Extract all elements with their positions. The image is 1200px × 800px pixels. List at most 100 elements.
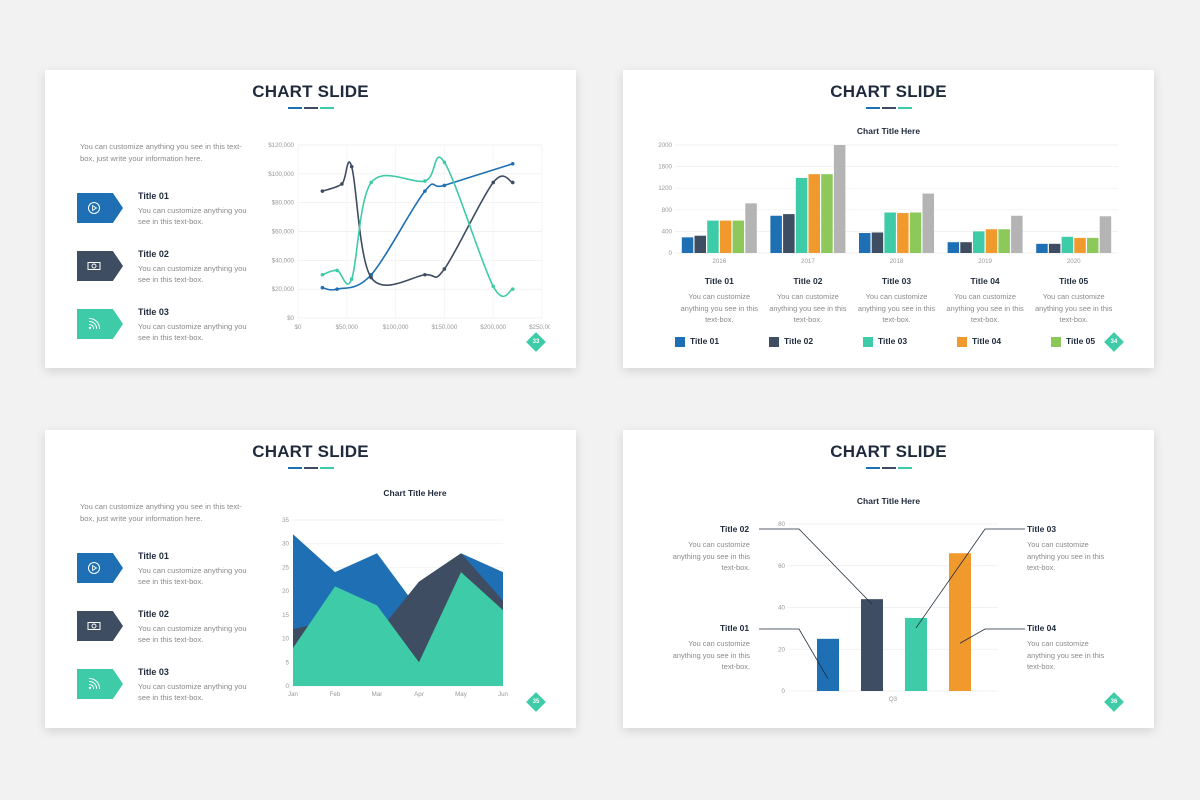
- bar: [1061, 236, 1074, 253]
- intro-text: You can customize anything you see in th…: [80, 502, 242, 523]
- legend-swatch: [675, 337, 685, 347]
- legend-label: Title 05: [1066, 336, 1096, 346]
- y-tick-label: $80,000: [272, 200, 295, 207]
- bar: [998, 229, 1010, 253]
- group-title: Title 02: [793, 276, 823, 286]
- y-tick-label: $0: [287, 315, 294, 322]
- data-point: [510, 161, 515, 166]
- list-item: Title 02 You can customize anything you …: [77, 609, 297, 651]
- slide-bar-chart[interactable]: CHART SLIDE Chart Title Here 0 400 800 1200…: [623, 70, 1154, 368]
- y-tick-label: 20: [282, 588, 289, 595]
- legend-swatch: [1051, 337, 1061, 347]
- connector-line: [915, 528, 1025, 629]
- y-tick-label: 5: [286, 659, 290, 666]
- y-tick-label: 800: [662, 207, 673, 214]
- slide-line-chart[interactable]: CHART SLIDE You can customize anything y…: [45, 70, 576, 368]
- group-title: Title 03: [881, 276, 912, 286]
- page-number: 35: [532, 699, 540, 705]
- series-line: [322, 161, 514, 287]
- x-tick-label: Jan: [288, 691, 299, 698]
- callout-desc: You can customize anything you see in th…: [672, 639, 750, 671]
- item-desc: You can customize anything you see in th…: [138, 682, 247, 702]
- line-chart: $0 $20,000 $40,000 $60,000 $80,000 $100,000 $1…: [268, 142, 550, 331]
- group-desc: You can customize anything you see in th…: [1035, 292, 1113, 324]
- bar: [821, 174, 833, 253]
- bar: [732, 220, 745, 253]
- chart-title: Chart Title Here: [856, 126, 921, 136]
- page-number: 36: [1110, 699, 1118, 705]
- bar: [897, 213, 909, 253]
- bar: [681, 237, 694, 253]
- callout-desc: You can customize anything you see in th…: [1027, 540, 1105, 572]
- bar: [833, 145, 846, 253]
- page-number: 33: [532, 339, 540, 345]
- wifi-icon: [77, 309, 123, 339]
- page-badge: 33: [526, 332, 546, 352]
- bar: [947, 242, 960, 253]
- data-point: [491, 180, 495, 185]
- title-underline: [288, 107, 302, 109]
- y-tick-label: 15: [282, 612, 289, 619]
- wifi-icon: [77, 669, 123, 699]
- data-point: [369, 180, 373, 185]
- title-underline: [898, 107, 912, 109]
- group-desc: You can customize anything you see in th…: [946, 292, 1024, 324]
- connector-line: [759, 628, 829, 680]
- x-tick-label: Jun: [498, 691, 509, 698]
- x-tick-label: May: [455, 691, 468, 698]
- bar: [719, 220, 732, 253]
- x-tick-label: $250,000: [529, 324, 550, 331]
- slide-title: CHART SLIDE: [252, 442, 369, 461]
- list-item: Title 01 You can customize anything you …: [77, 551, 297, 593]
- list-item: Title 03 You can customize anything you …: [77, 667, 297, 709]
- bar: [694, 235, 706, 253]
- title-underline: [866, 467, 880, 469]
- chart-title: Chart Title Here: [856, 496, 921, 506]
- money-icon: [77, 611, 123, 641]
- data-point: [510, 180, 515, 185]
- y-tick-label: 30: [282, 541, 289, 548]
- slide-callout-bar-chart[interactable]: CHART SLIDE Chart Title Here 0 20 40 60 80 Q3…: [623, 430, 1154, 728]
- bar: [1074, 237, 1086, 253]
- page-badge: 36: [1104, 692, 1124, 712]
- y-tick-label: 20: [778, 646, 785, 653]
- callout-desc: You can customize anything you see in th…: [672, 540, 750, 572]
- legend-label: Title 03: [878, 336, 908, 346]
- series-line: [322, 156, 514, 298]
- bar: [949, 553, 971, 691]
- y-tick-label: 1600: [658, 164, 672, 171]
- group-desc: You can customize anything you see in th…: [857, 292, 936, 324]
- x-tick-label: $150,000: [431, 324, 457, 331]
- y-tick-label: 0: [782, 688, 786, 695]
- connector-line: [959, 628, 1025, 644]
- y-tick-label: 25: [282, 564, 289, 571]
- bar: [745, 203, 757, 253]
- legend-label: Title 02: [784, 336, 814, 346]
- legend-swatch: [769, 337, 779, 347]
- money-icon: [77, 251, 123, 281]
- item-title: Title 02: [138, 249, 169, 259]
- x-tick-label: 2017: [801, 258, 815, 265]
- title-underline: [304, 467, 318, 469]
- list-item: Title 03 You can customize anything you …: [77, 307, 297, 349]
- bar: [859, 233, 871, 253]
- item-desc: You can customize anything you see in th…: [138, 322, 247, 342]
- bar: [871, 232, 884, 253]
- bar: [973, 231, 985, 253]
- x-tick-label: Apr: [414, 691, 424, 698]
- y-tick-label: 0: [669, 250, 673, 257]
- slide-title: CHART SLIDE: [830, 442, 947, 461]
- slide-area-chart[interactable]: CHART SLIDE You can customize anything y…: [45, 430, 576, 728]
- page-badge: 35: [526, 692, 546, 712]
- y-tick-label: 1200: [658, 185, 672, 192]
- y-tick-label: $100,000: [268, 171, 294, 178]
- group-title: Title 01: [704, 276, 734, 286]
- play-icon: [77, 553, 123, 583]
- y-tick-label: $40,000: [272, 257, 295, 264]
- bar: [795, 177, 808, 253]
- data-point: [423, 179, 427, 183]
- x-tick-label: $0: [295, 324, 302, 331]
- x-tick-label: 2020: [1067, 258, 1081, 265]
- y-tick-label: 40: [778, 605, 785, 612]
- item-title: Title 01: [138, 191, 169, 201]
